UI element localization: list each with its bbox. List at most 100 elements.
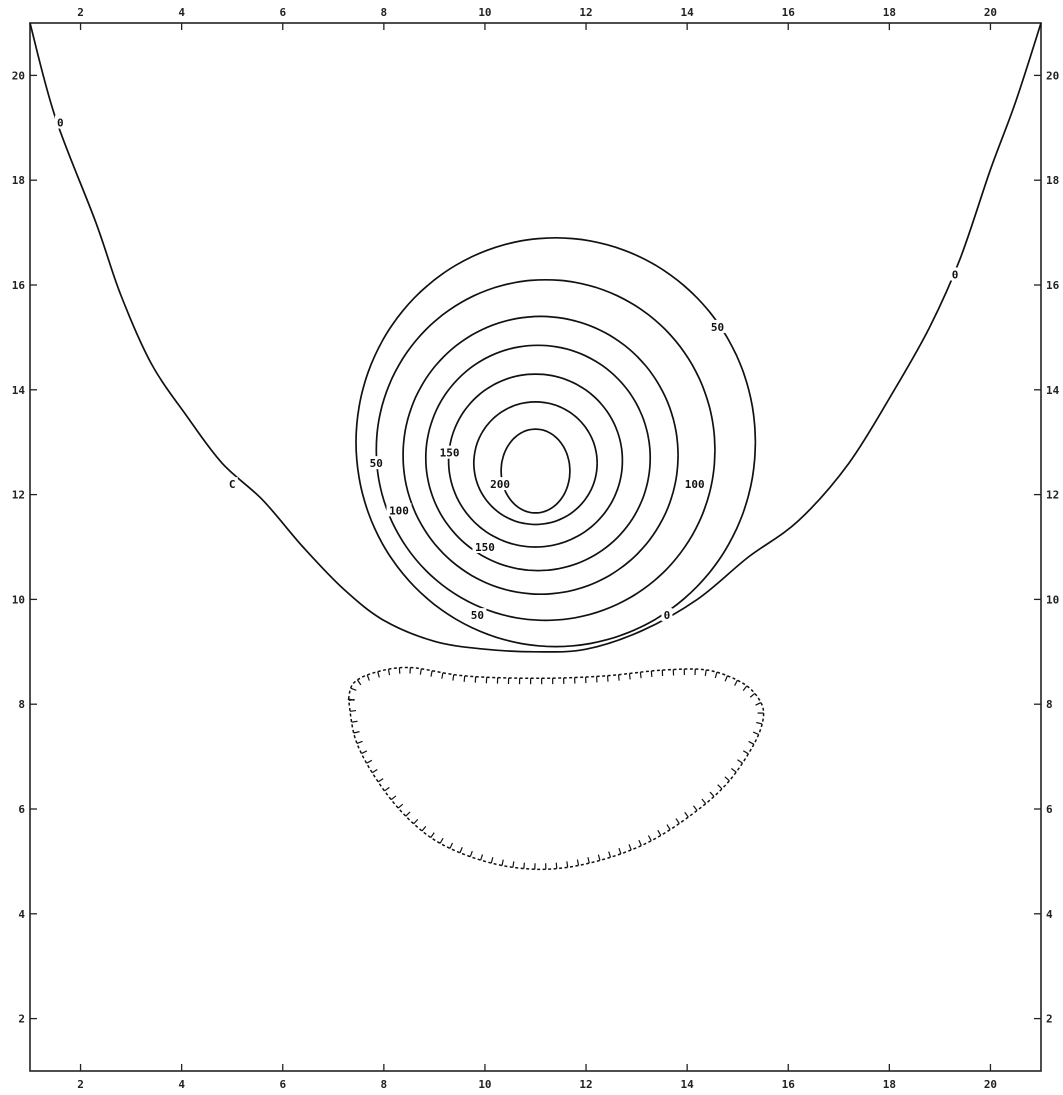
contour-hatch — [734, 679, 738, 686]
y-tick-label-left: 8 — [18, 698, 25, 711]
contour-hatch — [566, 861, 569, 868]
contour-hatch — [752, 731, 759, 735]
contour-label: 0 — [57, 117, 64, 130]
contour-line — [402, 315, 679, 596]
contour-hatch — [714, 672, 718, 679]
contour-hatch — [717, 784, 723, 790]
contour-hatch — [555, 862, 558, 869]
contour-label-bg — [367, 456, 386, 470]
contour-line — [424, 344, 652, 572]
y-tick-label-right: 20 — [1046, 69, 1059, 82]
x-tick-label-top: 12 — [579, 6, 592, 19]
x-tick-label-top: 14 — [681, 6, 695, 19]
contour-label: 100 — [685, 478, 705, 491]
plot-frame — [29, 22, 1042, 1072]
y-tick-label-left: 18 — [12, 174, 25, 187]
contour-hatch — [650, 670, 653, 677]
contour-hatch — [350, 687, 357, 691]
x-tick-label-top: 8 — [381, 6, 388, 19]
contour-label-bg — [226, 477, 238, 491]
contour-hatch — [480, 854, 484, 861]
contour-label-bg — [487, 477, 513, 491]
contour-label: 0 — [664, 609, 671, 622]
contour-hatch — [384, 786, 390, 792]
contour-hatch — [405, 811, 411, 817]
x-tick-label-top: 20 — [984, 6, 997, 19]
contour-hatch — [490, 857, 494, 864]
y-tick-label-right: 4 — [1046, 908, 1053, 921]
contour-hatch — [349, 709, 357, 712]
x-tick-label-top: 10 — [478, 6, 491, 19]
y-tick-label-left: 2 — [18, 1013, 25, 1026]
contour-hatch — [755, 702, 762, 706]
contour-line — [447, 373, 624, 548]
contour-hatch — [748, 740, 755, 745]
contour-hatch — [452, 674, 455, 681]
y-tick-label-left: 4 — [18, 908, 25, 921]
contour-label: 50 — [471, 609, 484, 622]
x-tick-label-top: 18 — [883, 6, 896, 19]
contour-hatch — [366, 674, 370, 681]
contour-hatch — [439, 837, 444, 844]
x-tick-label-bottom: 14 — [681, 1078, 695, 1091]
contour-hatch — [387, 669, 391, 676]
x-tick-label-top: 2 — [77, 6, 84, 19]
contour-hatch — [608, 851, 612, 858]
contour-hatch — [397, 803, 404, 809]
x-tick-label-bottom: 8 — [381, 1078, 388, 1091]
contour-hatch — [421, 825, 427, 832]
contour-lines — [29, 22, 1042, 871]
contour-hatch — [366, 759, 373, 764]
y-tick-label-left: 16 — [12, 279, 26, 292]
x-tick-label-top: 16 — [782, 6, 796, 19]
contour-hatch — [377, 671, 380, 678]
y-tick-label-right: 8 — [1046, 698, 1053, 711]
contour-hatch — [377, 778, 384, 783]
y-tick-label-right: 18 — [1046, 174, 1059, 187]
contour-label: 150 — [475, 541, 495, 554]
contour-hatch — [617, 674, 620, 681]
contour-label-bg — [472, 540, 498, 553]
contour-hatch — [731, 768, 737, 773]
contour-label-bg — [682, 477, 708, 491]
x-tick-label-top: 6 — [279, 6, 286, 19]
contour-hatch — [351, 720, 358, 723]
contour-label-bg — [661, 608, 673, 622]
contour-hatch — [628, 844, 632, 851]
contour-hatch — [587, 857, 590, 864]
contour-hatch — [597, 854, 601, 861]
contour-hatch — [742, 750, 749, 755]
contour-hatch — [413, 818, 419, 825]
contour-hatch — [756, 721, 763, 725]
x-tick-label-bottom: 12 — [579, 1078, 592, 1091]
contour-hatch — [742, 685, 748, 692]
contour-hatch — [701, 798, 707, 805]
contour-line — [472, 401, 599, 526]
contour-line — [500, 428, 571, 514]
contour-label: 200 — [490, 478, 510, 491]
contour-hatch — [348, 698, 355, 701]
y-tick-label-right: 10 — [1046, 593, 1059, 606]
contour-label-bg — [949, 267, 961, 281]
contour-label-bg — [437, 445, 463, 459]
y-tick-label-left: 14 — [12, 384, 26, 397]
x-tick-label-bottom: 6 — [279, 1078, 286, 1091]
contour-hatch — [441, 672, 444, 679]
contour-line — [375, 278, 716, 622]
contour-label: 50 — [370, 457, 383, 470]
contour-hatch — [371, 769, 378, 774]
contour-hatch — [749, 692, 756, 698]
contour-label: 50 — [711, 321, 724, 334]
contour-label-bg — [386, 503, 412, 517]
contour-hatch — [449, 842, 454, 849]
contour-hatch — [628, 673, 631, 680]
x-tick-label-bottom: 2 — [77, 1078, 84, 1091]
contour-hatch — [639, 672, 642, 679]
contour-hatch — [724, 776, 730, 782]
contour-hatch — [419, 668, 422, 675]
axes: 2 4 6 8 10 12 14 16 18 202 4 6 8 10 12 14 16 18 2024681012… — [12, 6, 1060, 1091]
contour-hatch — [361, 750, 368, 755]
x-tick-label-bottom: 18 — [883, 1078, 896, 1091]
x-tick-label-bottom: 10 — [478, 1078, 491, 1091]
contour-hatch — [638, 839, 642, 846]
